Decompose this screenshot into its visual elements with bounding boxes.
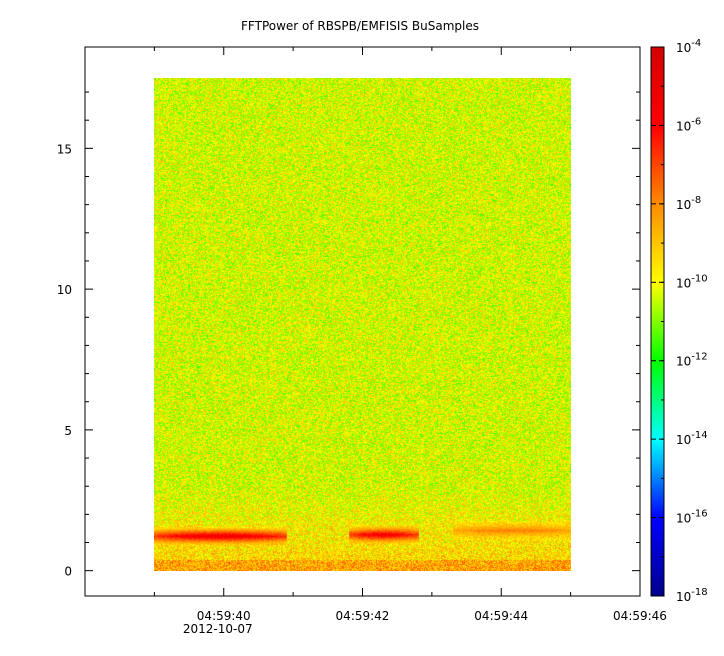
colorbar-tick-label: 10-16 (676, 509, 708, 526)
spectrogram-image (154, 78, 571, 571)
x-tick-date-label: 2012-10-07 (183, 622, 253, 636)
x-tick-label: 04:59:46 (613, 609, 667, 623)
colorbar-tick-label: 10-18 (676, 587, 708, 604)
y-tick-label: 0 (64, 565, 72, 579)
y-axis: 0 5 10 15 (57, 91, 640, 579)
x-tick-label: 04:59:42 (336, 609, 390, 623)
colorbar-tick-label: 10-8 (676, 195, 701, 212)
y-tick-label: 5 (64, 424, 72, 438)
colorbar-gradient (651, 47, 664, 596)
y-tick-label: 15 (57, 142, 72, 156)
colorbar-tick-label: 10-4 (676, 38, 701, 55)
colorbar-axis: 10-4 10-6 10-8 10-10 10-12 10-14 10-16 10-18 (651, 38, 708, 604)
x-tick-label: 04:59:44 (474, 609, 528, 623)
chart-title: FFTPower of RBSPB/EMFISIS BuSamples (241, 19, 479, 33)
colorbar-tick-label: 10-14 (676, 430, 708, 447)
x-tick-label: 04:59:40 (197, 609, 251, 623)
colorbar-tick-label: 10-12 (676, 352, 708, 369)
colorbar-tick-label: 10-6 (676, 116, 701, 133)
colorbar-tick-label: 10-10 (676, 273, 708, 290)
y-tick-label: 10 (57, 283, 72, 297)
